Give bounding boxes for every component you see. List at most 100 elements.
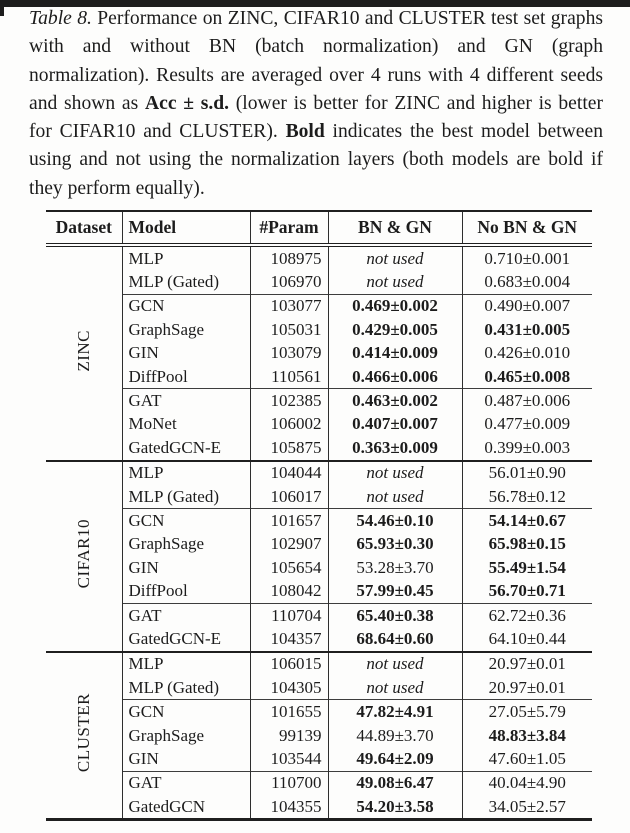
bn-gn-value: 0.463±0.002	[327, 388, 462, 413]
no-bn-gn-value: 27.05±5.79	[461, 699, 592, 724]
no-bn-gn-value: 0.710±0.001	[461, 245, 592, 271]
param-count: 104044	[249, 460, 328, 485]
header-row: Dataset Model #Param BN & GN No BN & GN	[46, 211, 592, 245]
param-count: 110704	[249, 602, 328, 628]
param-count: 108975	[249, 245, 328, 271]
page-scan-artifact-top-bar	[0, 0, 630, 7]
param-count: 104357	[249, 627, 328, 652]
header-dataset: Dataset	[55, 217, 112, 237]
table-caption: Table 8. Performance on ZINC, CIFAR10 an…	[29, 5, 603, 203]
no-bn-gn-value: 0.477±0.009	[461, 412, 592, 437]
caption-segment: Bold	[285, 121, 325, 143]
model-name: DiffPool	[121, 364, 250, 389]
table-row: GatedGCN-E 105875 0.363±0.009 0.399±0.003	[46, 436, 592, 461]
model-name: MLP (Gated)	[121, 270, 250, 295]
section-cifar10: CIFAR10 MLP 104044 not used 56.01±0.90 MLP (G…	[46, 460, 592, 652]
no-bn-gn-value: 56.70±0.71	[461, 579, 592, 604]
header-param: #Param	[249, 211, 328, 245]
table-row: GAT 102385 0.463±0.002 0.487±0.006	[46, 388, 592, 413]
table-row: GatedGCN 104355 54.20±3.58 34.05±2.57	[46, 794, 592, 820]
header-model: Model	[121, 211, 250, 245]
param-count: 110561	[249, 364, 328, 389]
model-name: GAT	[121, 388, 250, 413]
model-name: GraphSage	[121, 532, 250, 557]
no-bn-gn-value: 48.83±3.84	[461, 723, 592, 748]
model-name: MLP	[121, 245, 250, 271]
no-bn-gn-value: 0.487±0.006	[461, 388, 592, 413]
table-row: GCN 103077 0.469±0.002 0.490±0.007	[46, 293, 592, 319]
dataset-label: ZINC	[74, 329, 94, 372]
model-name: GraphSage	[121, 723, 250, 748]
bn-gn-value: 65.93±0.30	[327, 532, 462, 557]
model-name: MLP (Gated)	[121, 676, 250, 700]
table-row: GAT 110704 65.40±0.38 62.72±0.36	[46, 602, 592, 628]
param-count: 101655	[249, 699, 328, 724]
param-count: 105654	[249, 556, 328, 580]
no-bn-gn-value: 0.399±0.003	[461, 436, 592, 461]
bn-gn-value: 44.89±3.70	[327, 723, 462, 748]
section-cluster: CLUSTER MLP 106015 not used 20.97±0.01 MLP (G…	[46, 651, 592, 820]
table-row: DiffPool 108042 57.99±0.45 56.70±0.71	[46, 579, 592, 604]
param-count: 110700	[249, 770, 328, 795]
table-row: GCN 101655 47.82±4.91 27.05±5.79	[46, 699, 592, 724]
bn-gn-value: 68.64±0.60	[327, 627, 462, 652]
caption-segment: Table 8.	[29, 8, 92, 29]
model-name: GIN	[121, 747, 250, 772]
bn-gn-value: 0.407±0.007	[327, 412, 462, 437]
model-name: MoNet	[121, 412, 250, 437]
param-count: 105031	[249, 318, 328, 342]
model-name: GraphSage	[121, 318, 250, 342]
header-bn-gn: BN & GN	[327, 211, 462, 245]
model-name: GCN	[121, 699, 250, 724]
model-name: GatedGCN	[121, 794, 250, 820]
no-bn-gn-value: 47.60±1.05	[461, 747, 592, 772]
table-row: GIN 105654 53.28±3.70 55.49±1.54	[46, 556, 592, 580]
no-bn-gn-value: 20.97±0.01	[461, 676, 592, 700]
model-name: MLP	[121, 460, 250, 485]
dataset-label: CLUSTER	[74, 693, 94, 773]
table-row: GraphSage 102907 65.93±0.30 65.98±0.15	[46, 532, 592, 557]
dataset-cell: CLUSTER	[46, 652, 122, 820]
bn-gn-value: not used	[327, 460, 462, 485]
bn-gn-value: not used	[327, 270, 462, 295]
no-bn-gn-value: 55.49±1.54	[461, 556, 592, 580]
no-bn-gn-value: 56.78±0.12	[461, 484, 592, 509]
no-bn-gn-value: 56.01±0.90	[461, 460, 592, 485]
table-row: MLP (Gated) 106970 not used 0.683±0.004	[46, 270, 592, 295]
param-count: 103544	[249, 747, 328, 772]
table-row: GraphSage 105031 0.429±0.005 0.431±0.005	[46, 318, 592, 342]
bn-gn-value: 47.82±4.91	[327, 699, 462, 724]
bn-gn-value: 57.99±0.45	[327, 579, 462, 604]
no-bn-gn-value: 0.431±0.005	[461, 318, 592, 342]
bn-gn-value: 0.414±0.009	[327, 341, 462, 365]
bn-gn-value: not used	[327, 245, 462, 271]
param-count: 102907	[249, 532, 328, 557]
table-row: GIN 103079 0.414±0.009 0.426±0.010	[46, 341, 592, 365]
bn-gn-value: 0.469±0.002	[327, 293, 462, 319]
no-bn-gn-value: 34.05±2.57	[461, 794, 592, 820]
performance-table: Dataset Model #Param BN & GN No BN & GN …	[46, 210, 592, 822]
no-bn-gn-value: 40.04±4.90	[461, 770, 592, 795]
table-row: GatedGCN-E 104357 68.64±0.60 64.10±0.44	[46, 627, 592, 652]
model-name: MLP (Gated)	[121, 484, 250, 509]
table-row: CLUSTER MLP 106015 not used 20.97±0.01	[46, 651, 592, 773]
table-row: ZINC MLP 108975 not used 0.710±0.001	[46, 245, 592, 372]
dataset-cell: ZINC	[46, 245, 122, 461]
no-bn-gn-value: 0.490±0.007	[461, 293, 592, 319]
table-row: MoNet 106002 0.407±0.007 0.477±0.009	[46, 412, 592, 437]
no-bn-gn-value: 0.426±0.010	[461, 341, 592, 365]
model-name: GAT	[121, 602, 250, 628]
model-name: GCN	[121, 293, 250, 319]
caption-segment: indicates the best model between using a…	[29, 121, 603, 199]
dataset-label: CIFAR10	[74, 518, 94, 589]
table-header: Dataset Model #Param BN & GN No BN & GN	[46, 211, 592, 245]
bn-gn-value: 54.20±3.58	[327, 794, 462, 820]
caption-segment: Acc ± s.d.	[144, 92, 230, 114]
table-row: GAT 110700 49.08±6.47 40.04±4.90	[46, 770, 592, 795]
model-name: DiffPool	[121, 579, 250, 604]
table-row: GIN 103544 49.64±2.09 47.60±1.05	[46, 747, 592, 772]
bn-gn-value: 0.466±0.006	[327, 364, 462, 389]
param-count: 104305	[249, 676, 328, 700]
param-count: 108042	[249, 579, 328, 604]
param-count: 106970	[249, 270, 328, 295]
